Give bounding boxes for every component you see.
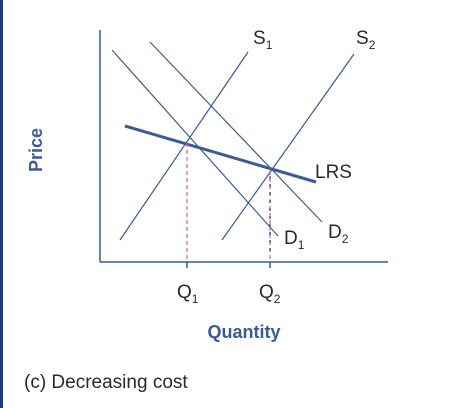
q2-label: Q2 <box>259 282 281 306</box>
d1-label: D1 <box>284 228 305 252</box>
y-axis-title: Price <box>26 128 46 172</box>
lrs-label: LRS <box>315 162 352 183</box>
s2-label: S2 <box>356 28 376 52</box>
d2-label: D2 <box>328 222 349 246</box>
demand-curve-d1 <box>111 49 279 237</box>
left-border <box>0 0 3 408</box>
figure-caption: (c) Decreasing cost <box>24 372 188 393</box>
supply-curve-s2 <box>221 53 355 241</box>
supply-curve-s1 <box>119 51 249 241</box>
q1-label: Q1 <box>177 282 199 306</box>
lrs-curve <box>124 124 317 184</box>
demand-curve-d2 <box>149 41 323 223</box>
x-axis-title: Quantity <box>207 322 280 342</box>
s1-label: S1 <box>253 28 273 52</box>
